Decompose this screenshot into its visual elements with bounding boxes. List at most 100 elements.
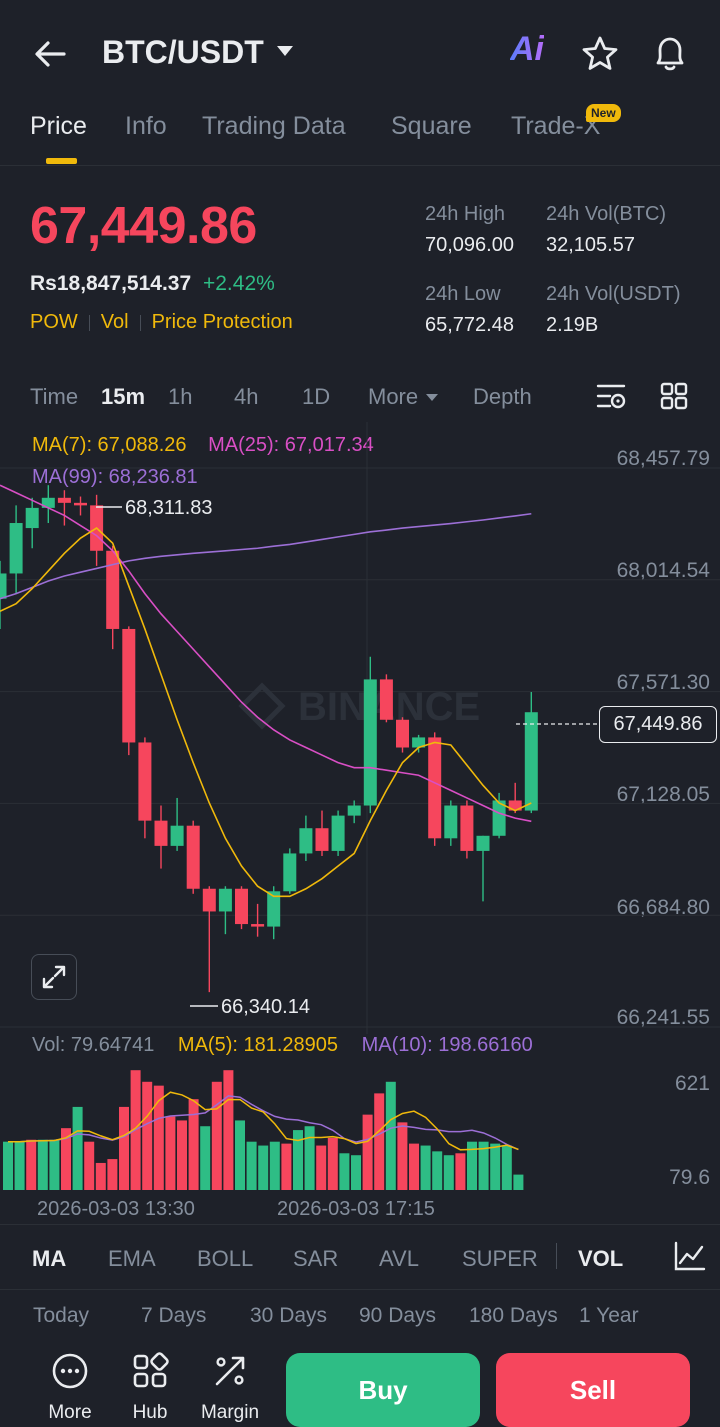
volume-bar: [327, 1137, 338, 1190]
margin-button[interactable]: Margin: [195, 1352, 265, 1423]
volume-bar: [200, 1126, 211, 1190]
vol-ma5: MA(5): 181.28905: [177, 1034, 339, 1056]
volume-bar: [95, 1162, 106, 1190]
volume-bar: [490, 1143, 501, 1190]
bottom-action-bar: More Hub Margin Buy Sell: [0, 1342, 720, 1427]
hub-button[interactable]: Hub: [115, 1352, 185, 1423]
candlestick-chart[interactable]: BINANCE 68,311.83 66,340.14: [0, 422, 720, 1034]
interval-time[interactable]: Time: [30, 384, 79, 409]
candle: [218, 886, 232, 935]
pair-selector[interactable]: BTC/USDT: [102, 34, 294, 71]
tab-bar: Price Info Trading Data Square Trade-X N…: [0, 104, 720, 166]
volume-bar: [420, 1145, 431, 1190]
layout-grid-icon[interactable]: [660, 382, 688, 415]
candle: [524, 692, 538, 814]
change-percent: +2.42%: [202, 272, 275, 295]
last-price: 67,449.86: [30, 197, 257, 255]
candle: [444, 800, 458, 846]
volume-bar: [478, 1141, 489, 1190]
sell-button[interactable]: Sell: [496, 1353, 690, 1427]
indicator-sar[interactable]: SAR: [293, 1246, 339, 1271]
indicator-super[interactable]: SUPER: [462, 1246, 538, 1271]
candle: [186, 820, 200, 894]
candle: [251, 903, 265, 937]
tag-vol[interactable]: Vol: [100, 311, 129, 333]
margin-icon: [215, 1356, 245, 1386]
price-axis-label: 67,571.30: [616, 671, 710, 694]
period-90-days[interactable]: 90 Days: [359, 1304, 437, 1327]
interval-4h[interactable]: 4h: [234, 384, 259, 409]
volume-bar: [107, 1159, 118, 1190]
candle: [299, 815, 313, 862]
price-axis-label: 67,128.05: [616, 783, 710, 806]
tab-trade-x[interactable]: Trade-X: [511, 112, 601, 140]
indicator-ema[interactable]: EMA: [108, 1246, 156, 1271]
period-30-days[interactable]: 30 Days: [250, 1304, 328, 1327]
vol-ma10: MA(10): 198.66160: [361, 1034, 533, 1056]
indicator-settings-icon[interactable]: [674, 1241, 706, 1276]
candle: [122, 626, 136, 756]
volume-bar: [142, 1081, 153, 1190]
candle: [0, 560, 7, 629]
bell-icon[interactable]: [650, 32, 690, 79]
margin-label: Margin: [200, 1402, 260, 1423]
tab-square[interactable]: Square: [391, 112, 472, 140]
period-bar: Today 7 Days 30 Days 90 Days 180 Days 1 …: [0, 1290, 720, 1342]
indicator-vol[interactable]: VOL: [578, 1246, 624, 1271]
interval-1h[interactable]: 1h: [168, 384, 193, 409]
price-axis-label: 68,014.54: [616, 559, 710, 582]
interval-1d[interactable]: 1D: [302, 384, 331, 409]
tab-info[interactable]: Info: [125, 112, 167, 140]
more-button[interactable]: More: [35, 1352, 105, 1423]
volume-chart[interactable]: [0, 1062, 720, 1192]
volume-bar: [258, 1145, 269, 1190]
volume-bar: [153, 1085, 164, 1190]
low-label: 24h Low: [425, 283, 501, 305]
star-icon[interactable]: [580, 34, 620, 79]
fullscreen-expand-icon[interactable]: [31, 954, 77, 1000]
tab-trading-data[interactable]: Trading Data: [202, 112, 346, 140]
volume-bar: [501, 1145, 512, 1190]
period-today[interactable]: Today: [33, 1304, 90, 1327]
ai-icon[interactable]: Ai: [510, 30, 544, 68]
hub-grid-icon: [133, 1352, 169, 1388]
period-7-days[interactable]: 7 Days: [141, 1304, 207, 1327]
period-180-days[interactable]: 180 Days: [469, 1304, 558, 1327]
candle: [57, 490, 71, 526]
vol-axis-min: 79.6: [669, 1166, 710, 1189]
candle: [331, 810, 345, 856]
ma99-legend: MA(99): 68,236.81: [32, 466, 198, 488]
volume-bar: [14, 1141, 25, 1190]
interval-15m[interactable]: 15m: [101, 384, 146, 409]
candle: [41, 485, 55, 524]
more-label: More: [48, 1402, 92, 1423]
pair-title: BTC/USDT: [102, 34, 264, 70]
back-arrow-icon[interactable]: [30, 34, 70, 74]
volume-bar: [3, 1141, 13, 1190]
volume-bar: [467, 1141, 477, 1190]
indicator-avl[interactable]: AVL: [379, 1246, 419, 1271]
tag-price-protection[interactable]: Price Protection: [151, 311, 293, 333]
new-badge: New: [586, 104, 621, 122]
volume-bar: [37, 1139, 48, 1190]
volume-bar: [72, 1106, 83, 1190]
candle: [9, 505, 23, 594]
indicator-bar: MA EMA BOLL SAR AVL SUPER VOL: [0, 1224, 720, 1290]
tag-pow[interactable]: POW: [30, 311, 78, 333]
chart-settings-icon[interactable]: [596, 382, 628, 417]
high-label: 24h High: [425, 203, 506, 225]
candle: [347, 800, 361, 824]
volume-bar: [339, 1153, 350, 1190]
vol-btc-value: 32,105.57: [546, 234, 635, 256]
tab-price[interactable]: Price: [30, 112, 87, 140]
interval-depth[interactable]: Depth: [473, 384, 532, 409]
indicator-boll[interactable]: BOLL: [197, 1246, 254, 1271]
indicator-ma[interactable]: MA: [32, 1246, 67, 1271]
candle: [25, 497, 39, 549]
buy-button[interactable]: Buy: [286, 1353, 480, 1427]
interval-more[interactable]: More: [368, 384, 439, 410]
volume-bar: [211, 1081, 222, 1190]
volume-bar: [513, 1174, 524, 1190]
period-1-year[interactable]: 1 Year: [579, 1304, 639, 1327]
volume-bar: [293, 1130, 303, 1190]
